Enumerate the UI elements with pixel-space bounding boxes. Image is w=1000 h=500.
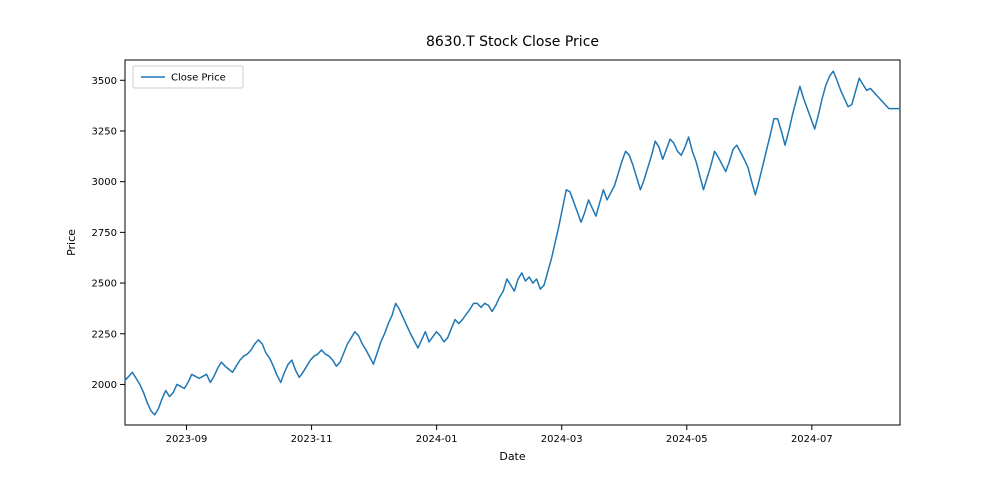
x-tick-label: 2024-07 xyxy=(791,434,833,445)
y-tick-label: 3000 xyxy=(92,177,117,188)
y-axis-label: Price xyxy=(65,229,78,256)
y-tick-label: 2000 xyxy=(92,380,117,391)
y-tick-label: 3500 xyxy=(92,76,117,87)
x-tick-label: 2024-03 xyxy=(541,434,583,445)
y-tick-label: 3250 xyxy=(92,126,117,137)
chart-title: 8630.T Stock Close Price xyxy=(426,34,599,50)
x-tick-label: 2024-05 xyxy=(666,434,708,445)
x-tick-label: 2023-11 xyxy=(291,434,333,445)
plot-border xyxy=(125,60,900,425)
x-tick-label: 2023-09 xyxy=(166,434,208,445)
x-tick-label: 2024-01 xyxy=(416,434,458,445)
legend-label: Close Price xyxy=(171,73,226,84)
stock-price-chart: 2000 2250 2500 2750 3000 3250 3500 2023-09 2023-… xyxy=(0,0,1000,500)
price-line xyxy=(125,71,900,415)
y-tick-label: 2750 xyxy=(92,228,117,239)
y-tick-label: 2250 xyxy=(92,329,117,340)
y-tick-label: 2500 xyxy=(92,279,117,290)
x-axis-label: Date xyxy=(499,450,526,463)
chart-svg: 2000 2250 2500 2750 3000 3250 3500 2023-09 2023-… xyxy=(0,0,1000,500)
